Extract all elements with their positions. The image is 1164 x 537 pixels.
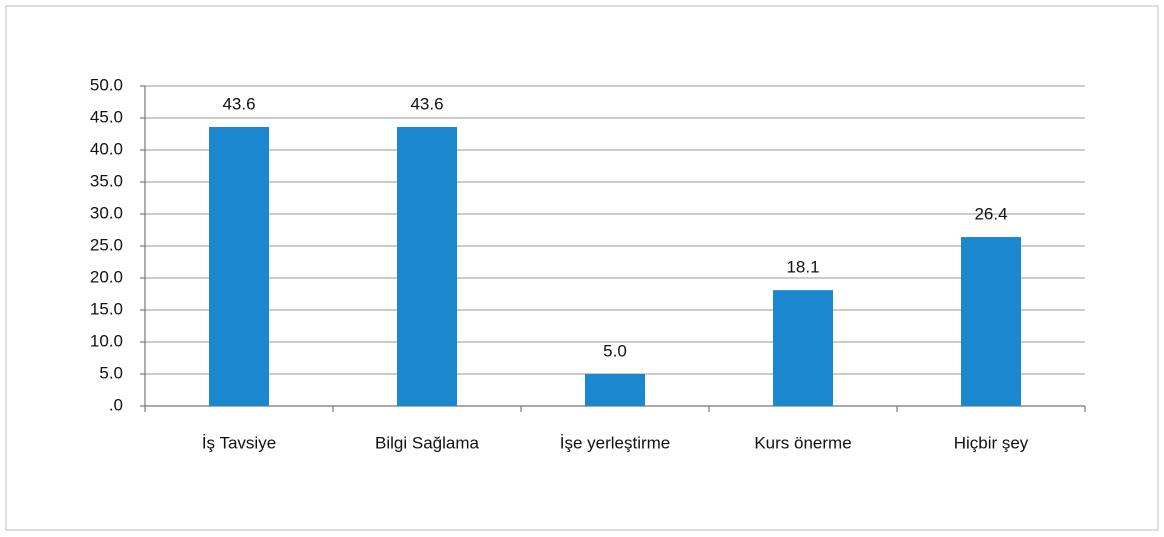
y-tick-label: 25.0: [90, 235, 123, 254]
y-tick-label: 30.0: [90, 203, 123, 222]
x-tick-label: Kurs önerme: [754, 433, 851, 452]
bar: [961, 237, 1021, 406]
y-tick-label: 15.0: [90, 299, 123, 318]
y-tick-label: 35.0: [90, 171, 123, 190]
x-tick-label: İşe yerleştirme: [560, 433, 671, 452]
x-tick-label: Bilgi Sağlama: [375, 433, 479, 452]
y-tick-label: 40.0: [90, 139, 123, 158]
data-label: 43.6: [410, 94, 443, 113]
bar: [773, 290, 833, 406]
y-tick-label: 10.0: [90, 331, 123, 350]
bar: [209, 126, 269, 407]
y-tick-label: 5.0: [99, 363, 123, 382]
data-label: 5.0: [603, 341, 627, 360]
bar: [397, 126, 457, 407]
y-tick-label: 20.0: [90, 267, 123, 286]
data-label: 18.1: [786, 258, 819, 277]
data-label: 26.4: [974, 205, 1007, 224]
y-tick-label: 50.0: [90, 75, 123, 94]
bar: [585, 374, 645, 406]
y-tick-label: 45.0: [90, 107, 123, 126]
data-label: 43.6: [222, 94, 255, 113]
y-tick-label: .0: [109, 395, 123, 414]
x-tick-label: Hiçbir şey: [954, 433, 1029, 452]
x-tick-label: İş Tavsiye: [202, 433, 276, 452]
